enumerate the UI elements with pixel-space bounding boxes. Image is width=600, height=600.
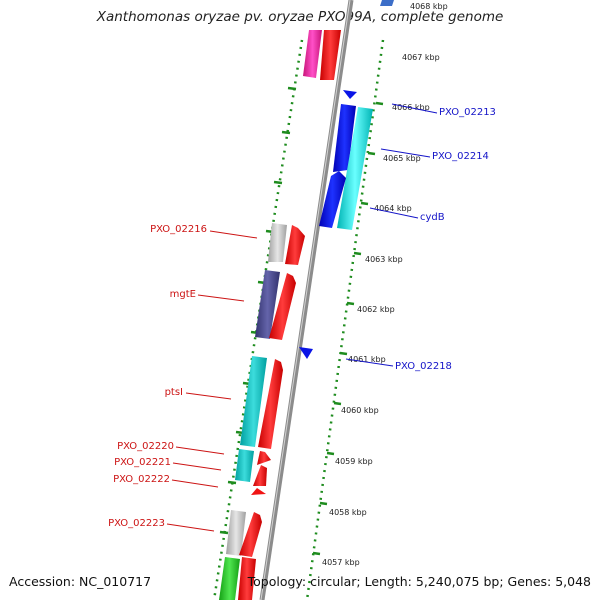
- gene-ptsI-red: [258, 359, 283, 449]
- scale-label-4058: 4058 kbp: [329, 508, 367, 517]
- scale-label-4063: 4063 kbp: [365, 255, 403, 264]
- scale-label-4065: 4065 kbp: [383, 154, 421, 163]
- label-line-pxo-02220: [175, 446, 225, 455]
- scale-label-4060: 4060 kbp: [341, 406, 379, 415]
- label-line-pxo-02221: [172, 462, 222, 471]
- label-pxo-02221: PXO_02221: [114, 457, 171, 468]
- gene-pxo-02221-red: [253, 465, 267, 486]
- gene-pxo-02213-blue: [333, 104, 356, 172]
- genome-backbone: [259, 0, 354, 600]
- gene-pxo-02216-red: [285, 225, 305, 265]
- label-pxo-02222: PXO_02222: [113, 474, 170, 485]
- scale-label-4067: 4067 kbp: [402, 53, 440, 62]
- label-mgtE: mgtE: [170, 289, 196, 300]
- scale-label-4059: 4059 kbp: [335, 457, 373, 466]
- label-line-pxo-02216: [209, 230, 258, 239]
- label-line-cydB: [369, 207, 419, 219]
- map-title: Xanthomonas oryzae pv. oryzae PXO99A, co…: [96, 9, 504, 25]
- gene-pxo-02220-red: [257, 451, 271, 465]
- label-line-ptsI: [185, 392, 232, 400]
- gene-pxo-02218-blue: [299, 347, 313, 359]
- gene-pink-fragment: [303, 30, 322, 78]
- gene-blue-small-arrow: [343, 90, 357, 99]
- scale-label-4061: 4061 kbp: [348, 355, 386, 364]
- gene-ptsI-teal: [240, 356, 267, 447]
- label-line-pxo-02218: [345, 358, 394, 367]
- label-line-pxo-02214: [380, 148, 431, 158]
- gene-red-fragment-top: [320, 30, 341, 80]
- gene-cydB-blue: [319, 171, 346, 228]
- gene-mgtE-red: [269, 273, 296, 340]
- label-pxo-02216: PXO_02216: [150, 224, 207, 235]
- label-pxo-02223: PXO_02223: [108, 518, 165, 529]
- label-pxo-02213: PXO_02213: [439, 107, 496, 118]
- genome-summary-label: Topology: circular; Length: 5,240,075 bp…: [247, 574, 591, 589]
- label-line-mgtE: [197, 294, 245, 302]
- genome-backbone-highlight: [260, 0, 351, 600]
- gene-top-blue-fragment: [380, 0, 394, 6]
- label-pxo-02214: PXO_02214: [432, 151, 489, 162]
- label-line-pxo-02222: [171, 479, 219, 488]
- gene-pxo-02216-gray: [268, 223, 287, 262]
- label-cydB: cydB: [420, 212, 445, 223]
- gene-bottom-red: [238, 557, 256, 600]
- outer-dotted-track: [305, 39, 385, 600]
- gene-bottom-green: [219, 557, 240, 600]
- label-line-pxo-02213: [391, 103, 438, 114]
- label-line-pxo-02223: [166, 523, 215, 532]
- scale-labels: 4068 kbp 4067 kbp 4066 kbp 4065 kbp 4064…: [322, 2, 448, 567]
- accession-label: Accession: NC_010717: [9, 574, 152, 589]
- gene-pxo-02220-teal: [235, 449, 254, 482]
- gene-pxo-02214-cyan: [337, 107, 373, 230]
- scale-label-4068: 4068 kbp: [410, 2, 448, 11]
- gene-pxo-02222-red: [251, 488, 266, 495]
- label-ptsI: ptsI: [165, 387, 183, 398]
- scale-label-4062: 4062 kbp: [357, 305, 395, 314]
- gene-pxo-02223-gray: [226, 510, 246, 556]
- scale-label-4057: 4057 kbp: [322, 558, 360, 567]
- outer-track-dashes: [312, 101, 384, 556]
- gene-mgtE-purple: [255, 270, 280, 339]
- label-pxo-02220: PXO_02220: [117, 441, 174, 452]
- scale-label-4064: 4064 kbp: [374, 204, 412, 213]
- label-pxo-02218: PXO_02218: [395, 361, 452, 372]
- gene-pxo-02223-red: [239, 512, 262, 557]
